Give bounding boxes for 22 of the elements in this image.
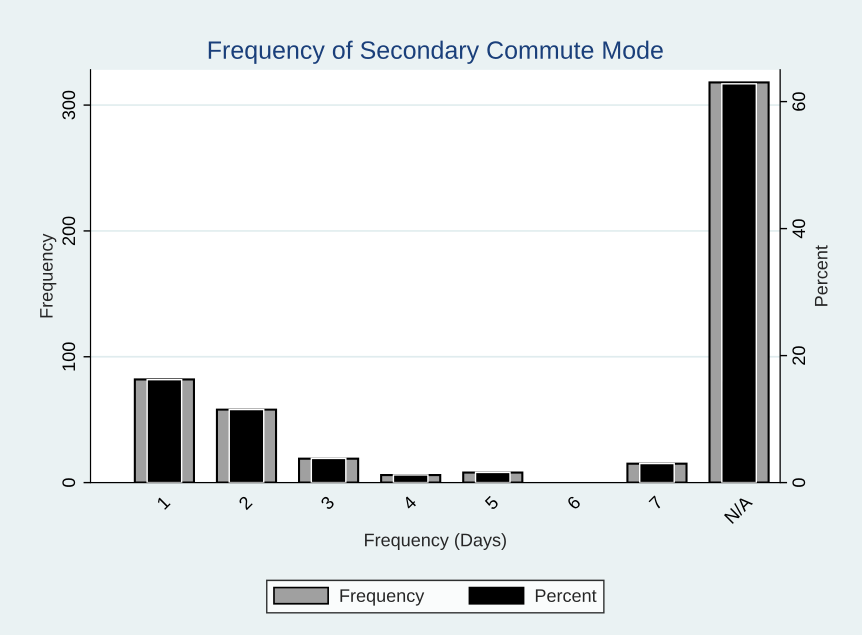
y-tick-label: 0 <box>62 478 76 487</box>
y2-tick-label: 20 <box>792 346 806 365</box>
legend-label: Percent <box>536 589 597 602</box>
y-axis-title: Frequency <box>40 234 56 318</box>
y-tick-label: 100 <box>62 342 76 370</box>
x-tick-label: 4 <box>402 495 418 510</box>
legend-label: Frequency <box>340 589 424 606</box>
x-tick-label: N/A <box>724 494 754 524</box>
x-tick-label: 5 <box>484 495 500 510</box>
x-axis-title: Frequency (Days) <box>365 533 506 550</box>
chart-title: Frequency of Secondary Commute Mode <box>208 40 663 64</box>
y2-tick-label: 0 <box>792 478 806 487</box>
y2-tick-label: 40 <box>792 219 806 238</box>
y-tick-label: 300 <box>62 90 76 120</box>
y2-tick-label: 60 <box>792 92 806 111</box>
y2-axis-title: Percent <box>814 245 828 306</box>
x-tick-label: 2 <box>238 495 253 510</box>
x-tick-label: 6 <box>566 495 582 510</box>
x-tick-label: 1 <box>156 495 171 510</box>
x-tick-label: 7 <box>648 496 664 510</box>
y-tick-label: 200 <box>62 216 76 246</box>
x-tick-label: 3 <box>320 495 336 510</box>
